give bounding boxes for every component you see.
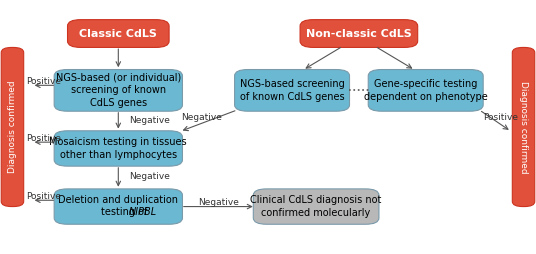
Text: Clinical CdLS diagnosis not
confirmed molecularly: Clinical CdLS diagnosis not confirmed mo… bbox=[250, 195, 382, 218]
Text: Positive: Positive bbox=[26, 134, 62, 143]
Text: Positive: Positive bbox=[26, 192, 62, 201]
Text: NGS-based (or individual)
screening of known
CdLS genes: NGS-based (or individual) screening of k… bbox=[56, 73, 181, 108]
FancyBboxPatch shape bbox=[512, 47, 535, 207]
Text: Mosaicism testing in tissues
other than lymphocytes: Mosaicism testing in tissues other than … bbox=[49, 137, 187, 160]
Text: Gene-specific testing
dependent on phenotype: Gene-specific testing dependent on pheno… bbox=[364, 79, 488, 102]
FancyBboxPatch shape bbox=[300, 20, 418, 47]
Text: Diagnosis confirmed: Diagnosis confirmed bbox=[519, 81, 528, 173]
FancyBboxPatch shape bbox=[254, 189, 379, 224]
Text: Classic CdLS: Classic CdLS bbox=[79, 28, 157, 39]
Text: NIPBL: NIPBL bbox=[129, 207, 157, 217]
FancyBboxPatch shape bbox=[1, 47, 24, 207]
FancyBboxPatch shape bbox=[54, 70, 182, 111]
FancyBboxPatch shape bbox=[68, 20, 169, 47]
Text: Negative: Negative bbox=[181, 113, 221, 122]
FancyBboxPatch shape bbox=[368, 70, 483, 111]
Text: Non-classic CdLS: Non-classic CdLS bbox=[306, 28, 412, 39]
Text: Positive: Positive bbox=[26, 77, 62, 86]
FancyBboxPatch shape bbox=[235, 70, 349, 111]
Text: Positive: Positive bbox=[483, 113, 518, 122]
FancyBboxPatch shape bbox=[54, 189, 182, 224]
Text: Negative: Negative bbox=[198, 198, 239, 207]
Text: Deletion and duplication: Deletion and duplication bbox=[58, 195, 178, 205]
Text: testing of: testing of bbox=[101, 207, 151, 217]
Text: Negative: Negative bbox=[129, 172, 170, 181]
FancyBboxPatch shape bbox=[54, 131, 182, 166]
Text: Diagnosis confirmed: Diagnosis confirmed bbox=[8, 81, 17, 173]
Text: Negative: Negative bbox=[129, 116, 170, 125]
Text: NGS-based screening
of known CdLS genes: NGS-based screening of known CdLS genes bbox=[240, 79, 345, 102]
